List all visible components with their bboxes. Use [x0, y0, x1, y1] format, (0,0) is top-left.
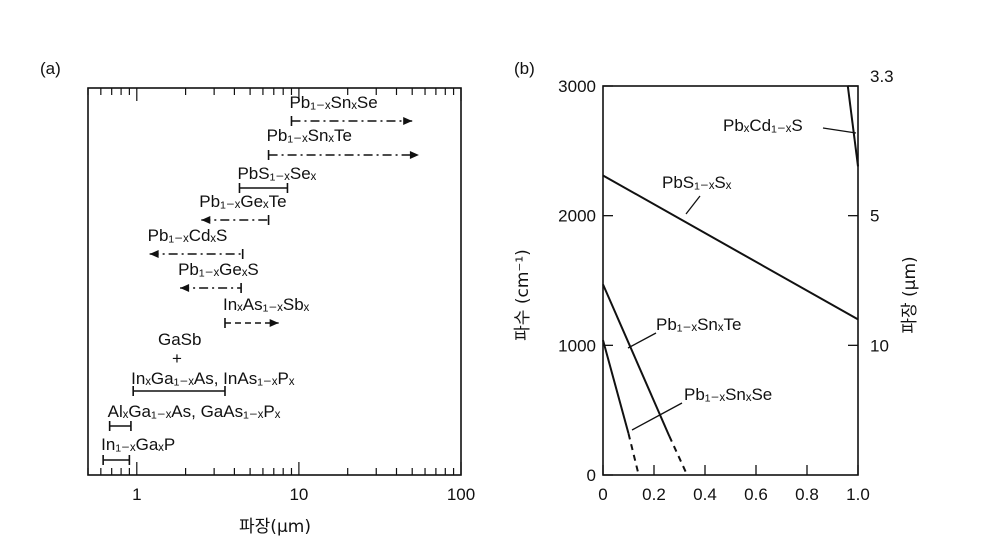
panel-a-tick-labels: 1 10 100: [132, 485, 475, 504]
b-series-label-2: Pb₁₋ₓSnₓTe: [656, 315, 741, 334]
panel-b-series-labels: PbₓCd₁₋ₓS PbS₁₋ₓSₓ Pb₁₋ₓSnₓTe Pb₁₋ₓSnₓSe: [627, 116, 857, 431]
b-series-leader-2: [627, 332, 657, 349]
a-range-label-7: GaSb: [158, 330, 201, 349]
a-range-label-9: InₓGa₁₋ₓAs, InAs₁₋ₓPₓ: [131, 369, 295, 388]
a-x-tick-label-1: 10: [289, 485, 308, 504]
b-series-line-1: [602, 174, 859, 321]
panel-b-y-axis-label: 파수 (cm⁻¹): [513, 249, 533, 341]
b-y-tick-label-3: 3000: [558, 77, 596, 96]
a-range-arrow-1: [409, 151, 419, 159]
b-x-tick-label-5: 1.0: [846, 485, 870, 504]
b-series-line-2: [602, 283, 671, 437]
a-range-label-6: InₓAs₁₋ₓSbₓ: [223, 295, 310, 314]
panel-a: (a) 1 10 100 Pb₁₋ₓSnₓSe Pb₁₋ₓSnₓTe PbS₁₋ₓSeₓ…: [40, 59, 475, 537]
b-series-extension-2: [668, 435, 689, 476]
a-x-tick-label-0: 1: [132, 485, 141, 504]
b-x-tick-label-3: 0.6: [744, 485, 768, 504]
b-y-tick-label-0: 0: [587, 466, 596, 485]
a-range-label-5: Pb₁₋ₓGeₓS: [178, 260, 259, 279]
a-range-arrow-6: [269, 319, 279, 327]
panel-a-x-axis-label: 파장(μm): [239, 517, 311, 537]
a-range-label-1: Pb₁₋ₓSnₓTe: [267, 126, 352, 145]
panel-a-ranges: Pb₁₋ₓSnₓSe Pb₁₋ₓSnₓTe PbS₁₋ₓSeₓ Pb₁₋ₓGeₓTe P…: [101, 93, 419, 465]
panel-b-ticks: [602, 85, 859, 476]
a-range-arrow-5: [180, 284, 190, 292]
a-range-arrow-0: [403, 117, 413, 125]
b-y2-tick-label-2: 10: [870, 336, 889, 355]
b-series-label-3: Pb₁₋ₓSnₓSe: [684, 385, 772, 404]
panel-a-label: (a): [40, 59, 61, 78]
a-range-label-11: In₁₋ₓGaₓP: [101, 435, 175, 454]
a-range-label-2: PbS₁₋ₓSeₓ: [237, 164, 316, 183]
panel-b-label: (b): [514, 59, 535, 78]
b-x-tick-label-0: 0: [598, 485, 607, 504]
panel-b: (b) 0 0.2 0.4 0.6 0.8 1.001000200030003.3510 …: [513, 59, 920, 504]
b-x-tick-label-4: 0.8: [795, 485, 819, 504]
b-y2-tick-label-0: 3.3: [870, 67, 894, 86]
b-series-line-0: [846, 85, 859, 167]
b-series-label-0: PbₓCd₁₋ₓS: [723, 116, 803, 135]
b-series-leader-0: [822, 127, 857, 134]
b-y2-tick-label-1: 5: [870, 207, 879, 226]
a-range-label-4: Pb₁₋ₓCdₓS: [148, 226, 228, 245]
a-range-label-3: Pb₁₋ₓGeₓTe: [199, 192, 286, 211]
panel-a-frame: [87, 87, 462, 476]
b-series-extension-3: [627, 433, 640, 476]
panel-b-series: [602, 85, 859, 476]
a-x-tick-label-2: 100: [447, 485, 475, 504]
b-x-tick-label-2: 0.4: [693, 485, 717, 504]
a-range-arrow-3: [201, 216, 211, 224]
a-range-label-10: AlₓGa₁₋ₓAs, GaAs₁₋ₓPₓ: [108, 402, 281, 421]
a-range-arrow-4: [149, 250, 159, 258]
b-x-tick-label-1: 0.2: [642, 485, 666, 504]
a-range-label-0: Pb₁₋ₓSnₓSe: [289, 93, 377, 112]
b-y-tick-label-2: 2000: [558, 207, 596, 226]
panel-b-frame: [602, 85, 859, 476]
b-series-leader-3: [631, 402, 683, 431]
panel-a-ticks: [87, 88, 462, 475]
panel-b-y2-axis-label: 파장 (μm): [900, 256, 920, 333]
b-series-leader-1: [685, 195, 701, 215]
b-series-label-1: PbS₁₋ₓSₓ: [662, 173, 732, 192]
b-y-tick-label-1: 1000: [558, 336, 596, 355]
b-series-line-3: [602, 339, 630, 434]
a-range-label-8: +: [172, 349, 182, 368]
panel-b-tick-labels: 0 0.2 0.4 0.6 0.8 1.0 0 1000 2000 3000 3.3 5 10: [558, 67, 893, 504]
